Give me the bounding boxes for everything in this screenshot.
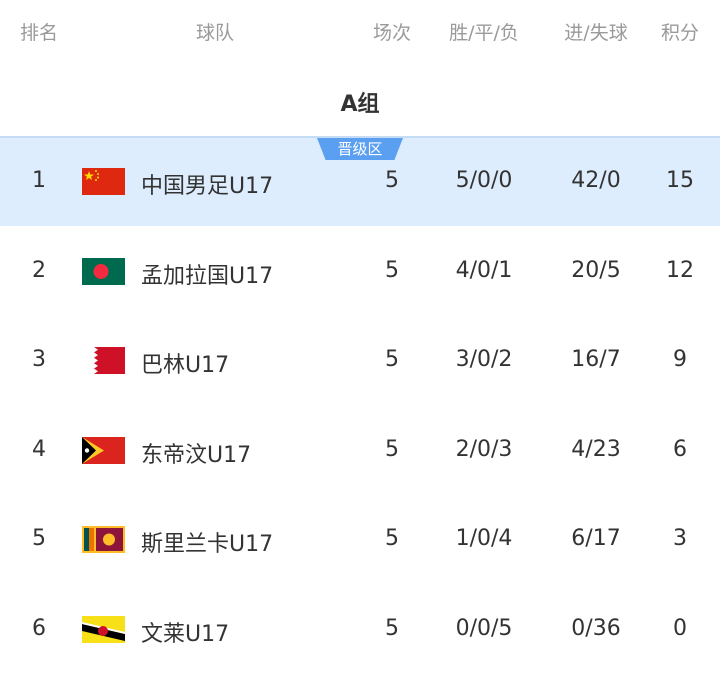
group-title: A组 [340, 92, 380, 117]
rank: 3 [32, 347, 46, 372]
china-flag-icon [82, 168, 125, 195]
played: 5 [385, 526, 399, 551]
table-header: 排名 球队 场次 胜/平/负 进/失球 积分 [0, 0, 720, 62]
rank: 4 [32, 436, 46, 462]
wdl: 4/0/1 [455, 257, 513, 283]
header-points: 积分 [660, 22, 700, 44]
team-name: 中国男足U17 [141, 174, 274, 199]
rank: 1 [32, 168, 46, 193]
header-wdl: 胜/平/负 [449, 22, 519, 44]
table-row[interactable]: 5 斯里兰卡U17 5 1/0/4 6/17 3 [0, 495, 720, 584]
team-name: 巴林U17 [141, 353, 230, 378]
played: 5 [385, 347, 399, 372]
goals: 0/36 [571, 615, 621, 641]
table-row[interactable]: 2 孟加拉国U17 5 4/0/1 20/5 12 [0, 227, 720, 316]
played: 5 [385, 615, 399, 641]
header-played: 场次 [372, 22, 412, 44]
goals: 20/5 [571, 257, 621, 283]
sri-lanka-flag-icon [82, 526, 125, 553]
points: 3 [673, 526, 687, 551]
divider [0, 136, 720, 138]
points: 12 [666, 257, 694, 283]
team-name: 东帝汶U17 [141, 442, 252, 468]
points: 9 [673, 347, 687, 372]
rank: 6 [32, 615, 46, 641]
bahrain-flag-icon [82, 347, 125, 374]
points: 6 [673, 436, 687, 462]
header-team: 球队 [195, 22, 235, 44]
played: 5 [385, 257, 399, 283]
header-goals: 进/失球 [564, 22, 628, 44]
rank: 5 [32, 526, 46, 551]
wdl: 2/0/3 [455, 436, 513, 462]
goals: 42/0 [571, 168, 621, 193]
wdl: 3/0/2 [455, 347, 513, 372]
brunei-flag-icon [82, 615, 125, 643]
points: 0 [673, 615, 687, 641]
team-name: 文莱U17 [141, 621, 230, 647]
points: 15 [666, 168, 694, 193]
goals: 6/17 [571, 526, 621, 551]
wdl: 5/0/0 [455, 168, 513, 193]
timor-leste-flag-icon [82, 436, 125, 464]
played: 5 [385, 168, 399, 193]
header-rank: 排名 [19, 22, 59, 44]
bangladesh-flag-icon [82, 257, 125, 285]
wdl: 1/0/4 [455, 526, 513, 551]
team-name: 孟加拉国U17 [141, 263, 274, 289]
table-row[interactable]: 3 巴林U17 5 3/0/2 16/7 9 [0, 316, 720, 405]
goals: 4/23 [571, 436, 621, 462]
goals: 16/7 [571, 347, 621, 372]
table-row[interactable]: 6 文莱U17 5 0/0/5 0/36 0 [0, 585, 720, 674]
wdl: 0/0/5 [455, 615, 513, 641]
rank: 2 [32, 257, 46, 283]
qualify-badge: 晋级区 [317, 138, 403, 160]
table-row[interactable]: 4 东帝汶U17 5 2/0/3 4/23 6 [0, 406, 720, 495]
played: 5 [385, 436, 399, 462]
team-name: 斯里兰卡U17 [141, 532, 274, 557]
